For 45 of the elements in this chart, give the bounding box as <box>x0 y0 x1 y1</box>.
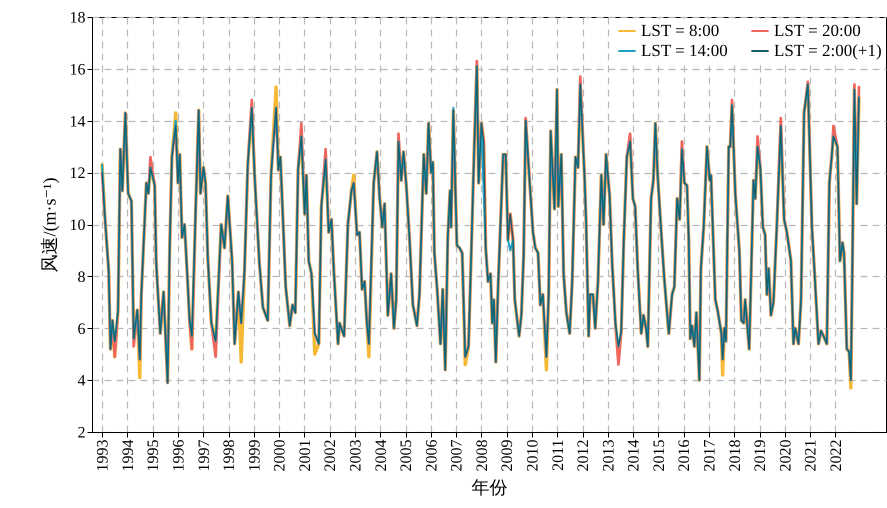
y-tick-label: 8 <box>78 268 86 286</box>
x-tick-label: 2016 <box>676 440 694 472</box>
x-tick-label: 1996 <box>170 440 188 472</box>
legend-label: LST = 20:00 <box>774 21 861 40</box>
y-tick-label: 10 <box>70 217 86 234</box>
x-tick-label: 2021 <box>802 440 820 472</box>
x-tick-label: 2010 <box>524 440 542 472</box>
x-tick-label: 1994 <box>120 440 137 472</box>
x-tick-label: 2019 <box>752 440 770 472</box>
y-tick-label: 14 <box>70 113 86 130</box>
x-tick-label: 2011 <box>550 440 567 471</box>
x-tick-label: 2018 <box>726 440 744 472</box>
y-tick-label: 16 <box>70 61 86 78</box>
x-tick-label: 1997 <box>196 440 213 472</box>
y-tick-label: 18 <box>70 10 86 26</box>
y-tick-label: 2 <box>78 424 86 442</box>
x-tick-label: 2006 <box>423 440 440 472</box>
x-tick-label: 2007 <box>448 440 466 472</box>
x-tick-label: 2001 <box>296 440 314 472</box>
x-tick-label: 1999 <box>246 440 264 472</box>
x-tick-label: 1998 <box>221 440 238 472</box>
x-tick-label: 2000 <box>272 440 289 472</box>
x-tick-label: 2002 <box>322 440 340 472</box>
x-tick-label: 2008 <box>474 440 491 472</box>
x-tick-label: 2022 <box>828 440 845 472</box>
x-tick-label: 1993 <box>94 440 112 472</box>
y-tick-label: 4 <box>78 372 86 390</box>
x-axis-title: 年份 <box>472 478 508 498</box>
y-tick-label: 12 <box>70 165 86 182</box>
legend-label: LST = 8:00 <box>641 21 720 40</box>
x-tick-label: 2014 <box>626 440 643 472</box>
y-tick-label: 6 <box>78 320 86 338</box>
x-tick-label: 1995 <box>145 440 162 472</box>
x-tick-label: 2005 <box>398 440 416 472</box>
x-tick-label: 2015 <box>650 440 668 472</box>
x-tick-label: 2020 <box>777 440 794 472</box>
legend-label: LST = 2:00(+1) <box>774 41 882 60</box>
x-tick-label: 2004 <box>372 440 390 472</box>
x-tick-label: 2017 <box>701 440 718 472</box>
x-tick-label: 2012 <box>575 440 592 472</box>
x-tick-label: 2003 <box>347 440 364 472</box>
x-tick-label: 2013 <box>600 440 618 472</box>
x-tick-label: 2009 <box>499 440 516 472</box>
legend-label: LST = 14:00 <box>641 41 728 60</box>
y-axis-title: 风速/(m·s⁻¹) <box>40 178 60 272</box>
